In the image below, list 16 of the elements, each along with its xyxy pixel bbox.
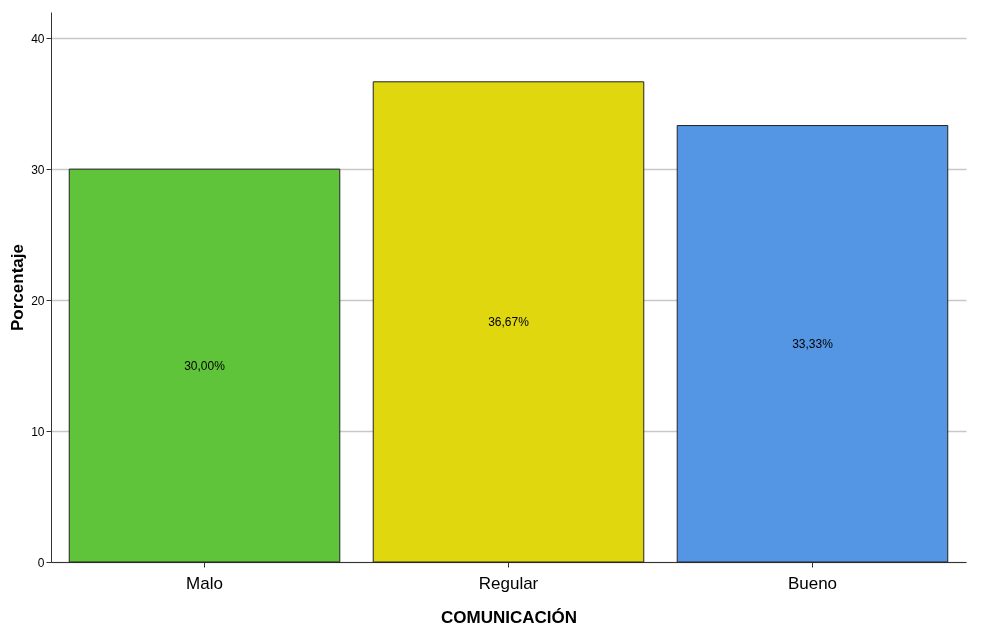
bar bbox=[372, 81, 645, 563]
y-tick-label: 0 bbox=[37, 555, 45, 570]
x-tick-label: Regular bbox=[478, 573, 539, 593]
data-label: 33,33% bbox=[792, 336, 834, 351]
bar bbox=[68, 168, 341, 563]
y-tick-label: 10 bbox=[31, 424, 45, 439]
x-axis-title: COMUNICACIÓN bbox=[441, 607, 577, 627]
data-label: 30,00% bbox=[184, 358, 226, 373]
x-tick-label: Bueno bbox=[787, 573, 838, 593]
y-axis-title: Porcentaje bbox=[8, 244, 28, 331]
x-tick-label: Malo bbox=[186, 573, 223, 593]
y-tick-label: 40 bbox=[31, 31, 45, 46]
data-label: 36,67% bbox=[488, 314, 530, 329]
y-tick-label: 20 bbox=[31, 293, 45, 308]
bar bbox=[676, 125, 949, 563]
y-tick-label: 30 bbox=[31, 162, 45, 177]
